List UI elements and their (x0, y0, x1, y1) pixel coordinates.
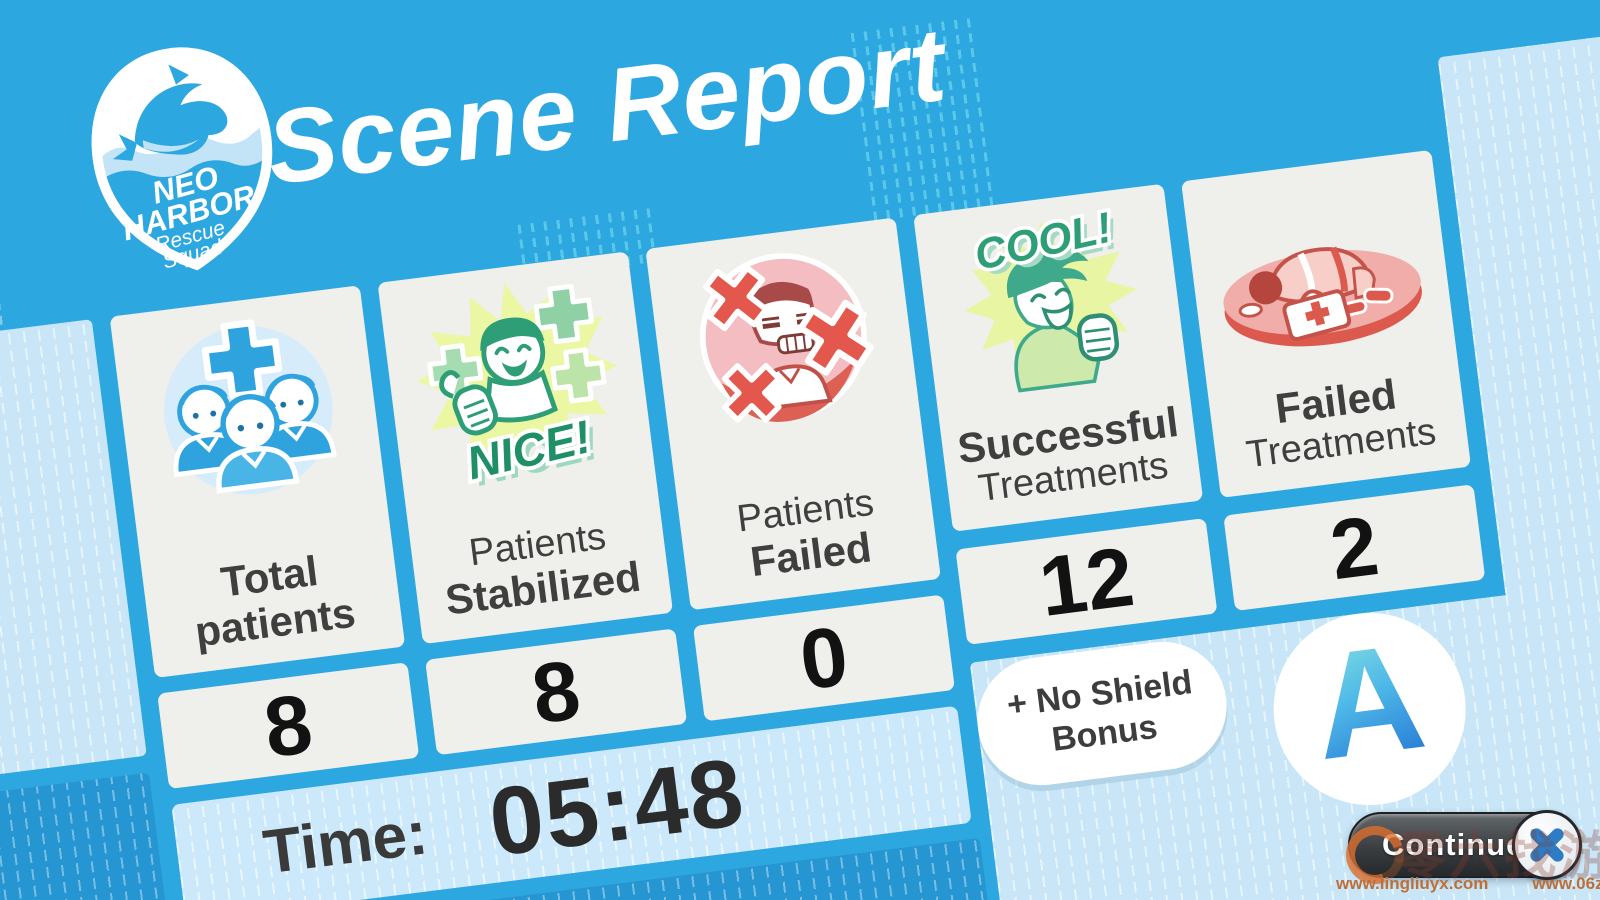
card-label: Successful Treatments (954, 397, 1181, 511)
card-label: Patients Failed (734, 481, 877, 585)
x-button-icon[interactable] (1512, 810, 1582, 880)
value-successful-treatments: 12 (955, 518, 1218, 645)
grade-letter: A (1304, 610, 1433, 792)
card-patients-stabilized: NICE! NICE! Patients Stabilized (377, 251, 674, 645)
patients-group-icon (139, 299, 359, 523)
watermark-url-left: www.lingliuyx.com (1336, 874, 1489, 893)
card-total-patients: Total patients (109, 285, 406, 678)
page-title: Scene Report (260, 6, 953, 208)
watermark-text: 零六找游戏 (1394, 828, 1600, 886)
dolphin-badge-icon: NEO HARBOR Rescue Squad (91, 47, 276, 274)
failed-treatment-icon (1201, 197, 1442, 375)
time-label: Time: (259, 797, 432, 887)
card-label: Failed Treatments (1243, 369, 1439, 477)
nice-sticker: NICE! NICE! (402, 264, 633, 499)
failed-patient-sticker (676, 231, 891, 451)
cool-sticker: COOL! COOL! (946, 198, 1157, 413)
card-successful-treatments: COOL! COOL! Successful Treatments (913, 183, 1204, 532)
time-value: 05:48 (483, 738, 751, 877)
card-label: Total patients (192, 547, 358, 656)
panel-bottom-left-blue (0, 772, 191, 900)
card-label: Patients Stabilized (442, 515, 644, 624)
value-total-patients: 8 (157, 662, 420, 790)
watermark-urls: www.lingliuyx.com www.06zyx.com (1336, 874, 1600, 894)
continue-label: Continue (1382, 827, 1525, 862)
continue-button[interactable]: Continue (1348, 810, 1582, 880)
card-patients-failed: Patients Failed (645, 217, 941, 611)
neo-harbor-rescue-squad-logo: NEO HARBOR Rescue Squad (72, 32, 296, 287)
watermark-url-right: www.06zyx.com (1532, 874, 1600, 893)
value-patients-failed: 0 (692, 594, 955, 722)
value-patients-stabilized: 8 (425, 628, 688, 756)
card-failed-treatments: Failed Treatments (1181, 149, 1472, 498)
value-failed-treatments: 2 (1223, 484, 1486, 612)
